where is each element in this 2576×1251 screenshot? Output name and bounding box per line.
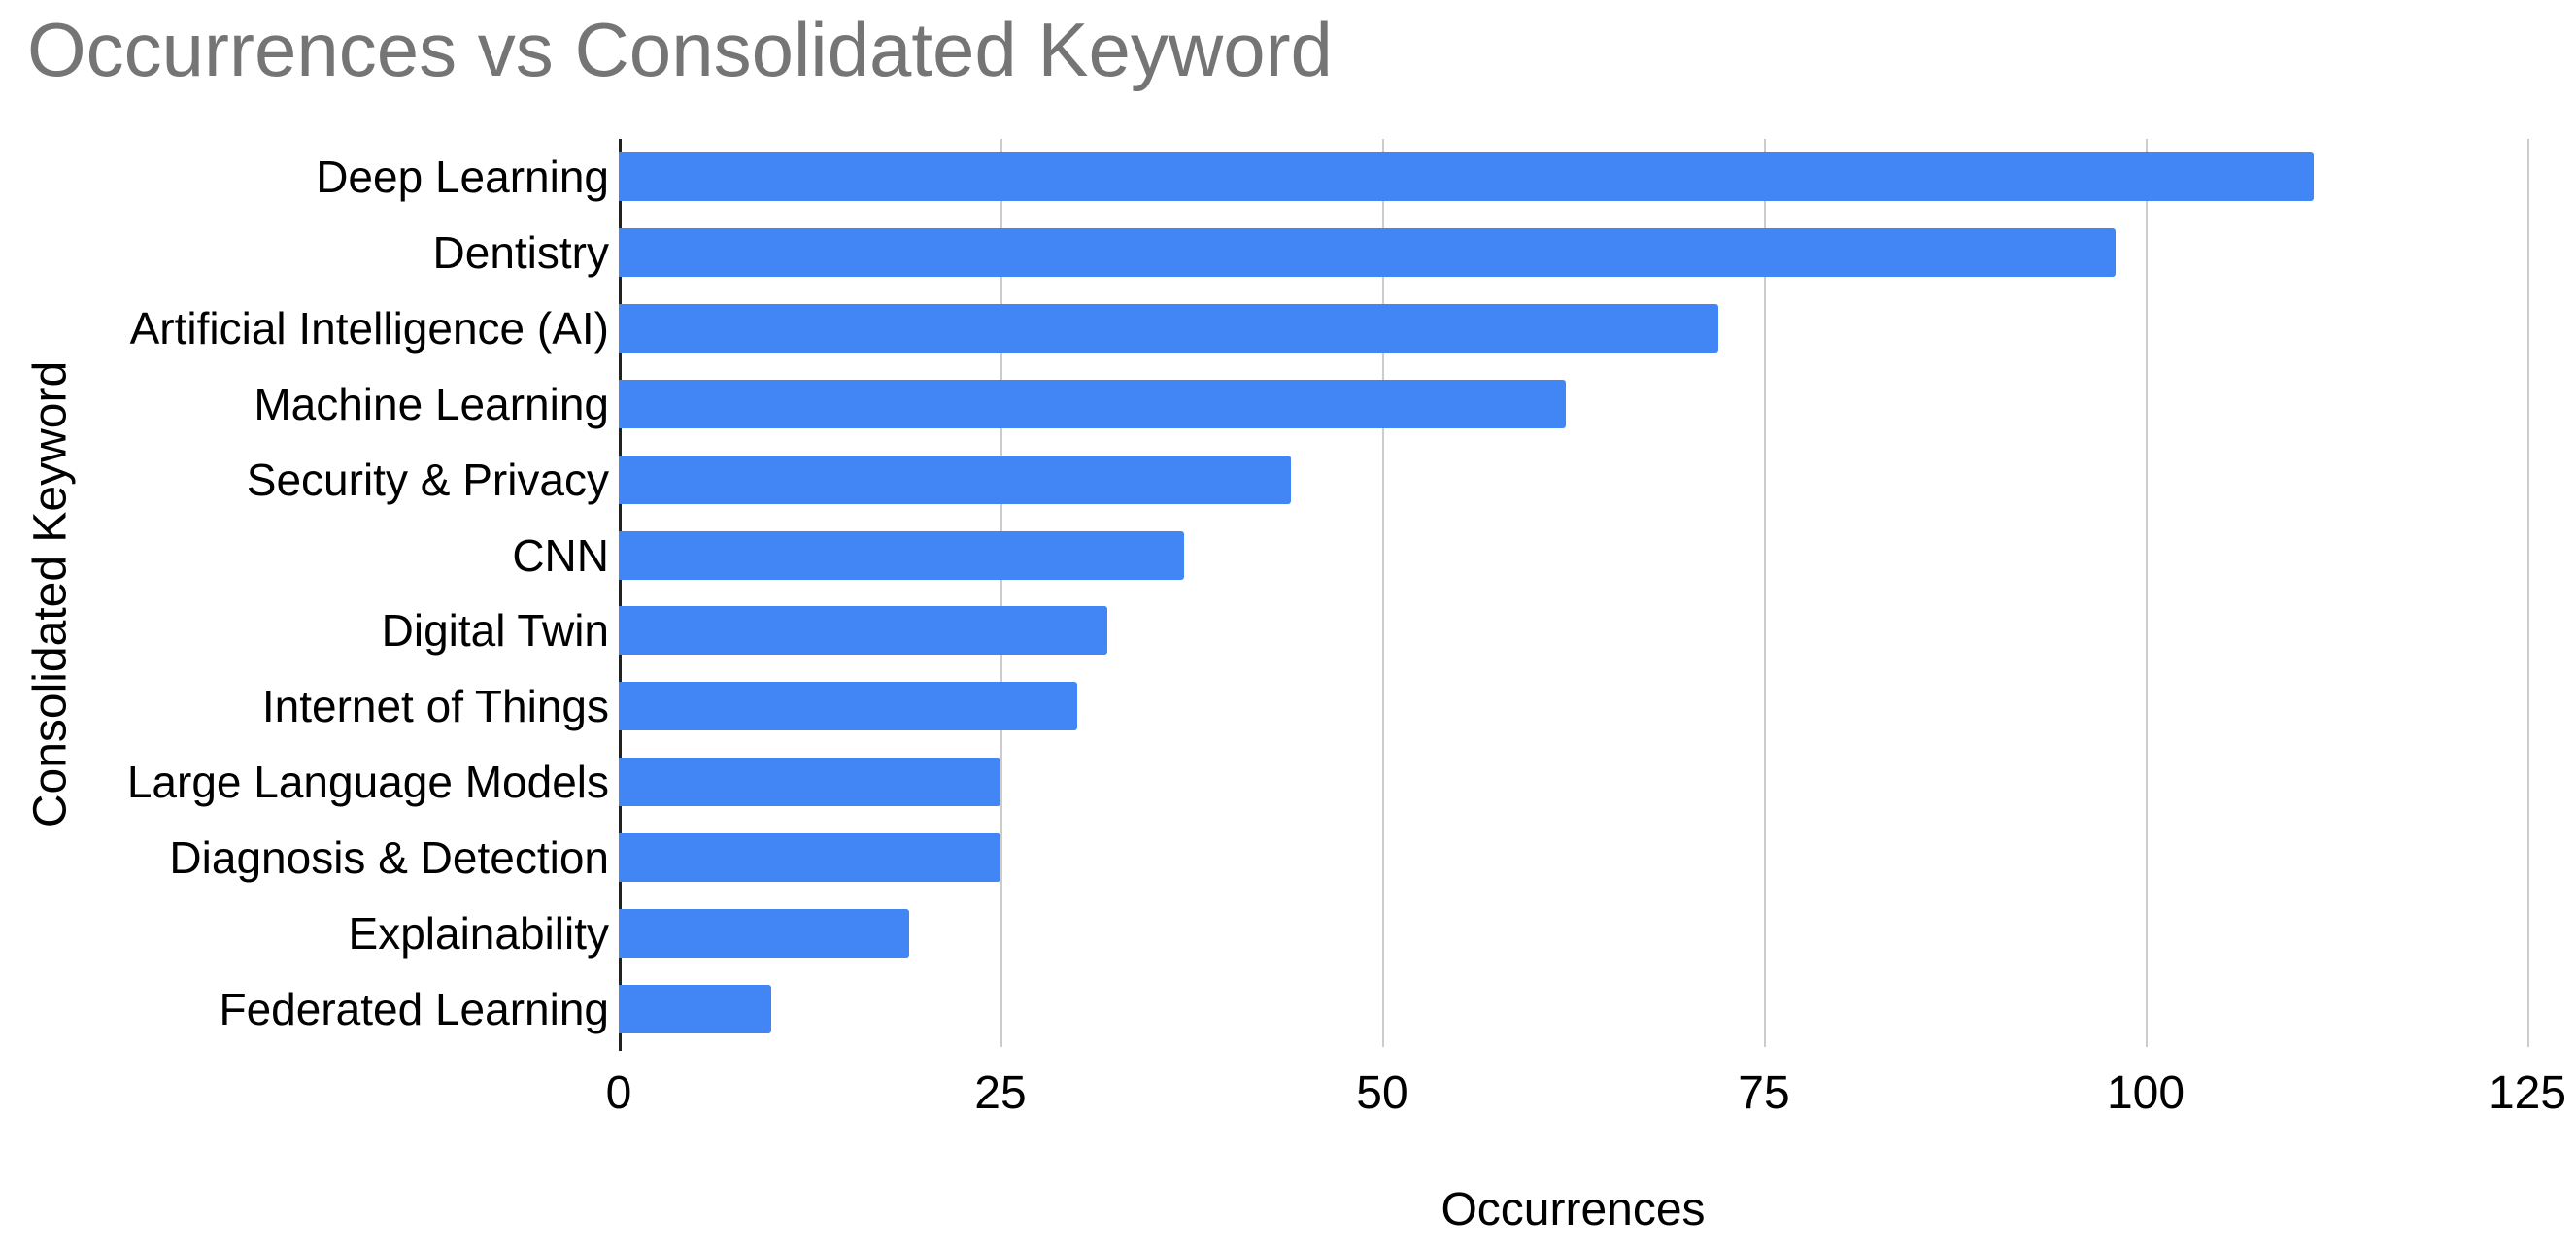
bar-row: [619, 668, 2527, 744]
category-label: Machine Learning: [254, 378, 609, 429]
bar-federated-learning: [619, 985, 772, 1034]
bar-row: [619, 442, 2527, 518]
bar-deep-learning: [619, 152, 2314, 201]
plot-area: [619, 139, 2529, 1051]
bar-internet-of-things: [619, 682, 1077, 731]
x-tick-label-125: 125: [2488, 1067, 2567, 1119]
x-tick-label-0: 0: [605, 1067, 632, 1119]
bar-row: [619, 744, 2527, 820]
x-axis-ticks: 0 25 50 75 100 125: [606, 1066, 2566, 1125]
bar-row: [619, 896, 2527, 971]
bar-cnn: [619, 530, 1184, 580]
x-axis-title: Occurrences: [1441, 1184, 1706, 1235]
category-label: Explainability: [348, 908, 609, 960]
category-label: Security & Privacy: [246, 454, 609, 505]
bar-row: [619, 366, 2527, 442]
x-tick-label-50: 50: [1356, 1067, 1408, 1119]
bar-row: [619, 593, 2527, 669]
bar-security-privacy: [619, 455, 1291, 504]
category-labels: Deep Learning Dentistry Artificial Intelli…: [0, 139, 609, 1047]
chart-title: Occurrences vs Consolidated Keyword: [27, 7, 1333, 92]
bar-diagnosis-detection: [619, 833, 1000, 883]
category-label: Diagnosis & Detection: [169, 832, 609, 884]
category-label: Federated Learning: [219, 984, 609, 1035]
gridline-125: [2527, 139, 2529, 1047]
x-tick-label-25: 25: [974, 1067, 1027, 1119]
bar-dentistry: [619, 227, 2116, 277]
bar-row: [619, 215, 2527, 290]
bar-row: [619, 971, 2527, 1047]
gridline-50: [1382, 139, 1384, 1047]
bar-row: [619, 820, 2527, 896]
axis-baseline: [619, 139, 622, 1051]
bar-row: [619, 290, 2527, 366]
category-label: Dentistry: [432, 226, 609, 278]
x-tick-label-100: 100: [2106, 1067, 2186, 1119]
category-label: Deep Learning: [316, 151, 609, 202]
bar-large-language-models: [619, 758, 1000, 807]
category-label: Large Language Models: [126, 757, 609, 808]
x-tick-label-75: 75: [1738, 1067, 1790, 1119]
gridline-100: [2146, 139, 2148, 1047]
bar-machine-learning: [619, 379, 1566, 428]
bar-row: [619, 139, 2527, 215]
bars-layer: [619, 139, 2527, 1047]
bar-row: [619, 518, 2527, 593]
gridline-75: [1764, 139, 1766, 1047]
bar-digital-twin: [619, 606, 1108, 656]
category-label: Internet of Things: [261, 681, 609, 732]
bar-explainability: [619, 909, 909, 959]
category-label: Digital Twin: [381, 605, 609, 657]
category-label: Artificial Intelligence (AI): [129, 302, 609, 354]
gridline-25: [1000, 139, 1002, 1047]
bar-artificial-intelligence-ai-: [619, 303, 1718, 353]
category-label: CNN: [512, 529, 609, 581]
